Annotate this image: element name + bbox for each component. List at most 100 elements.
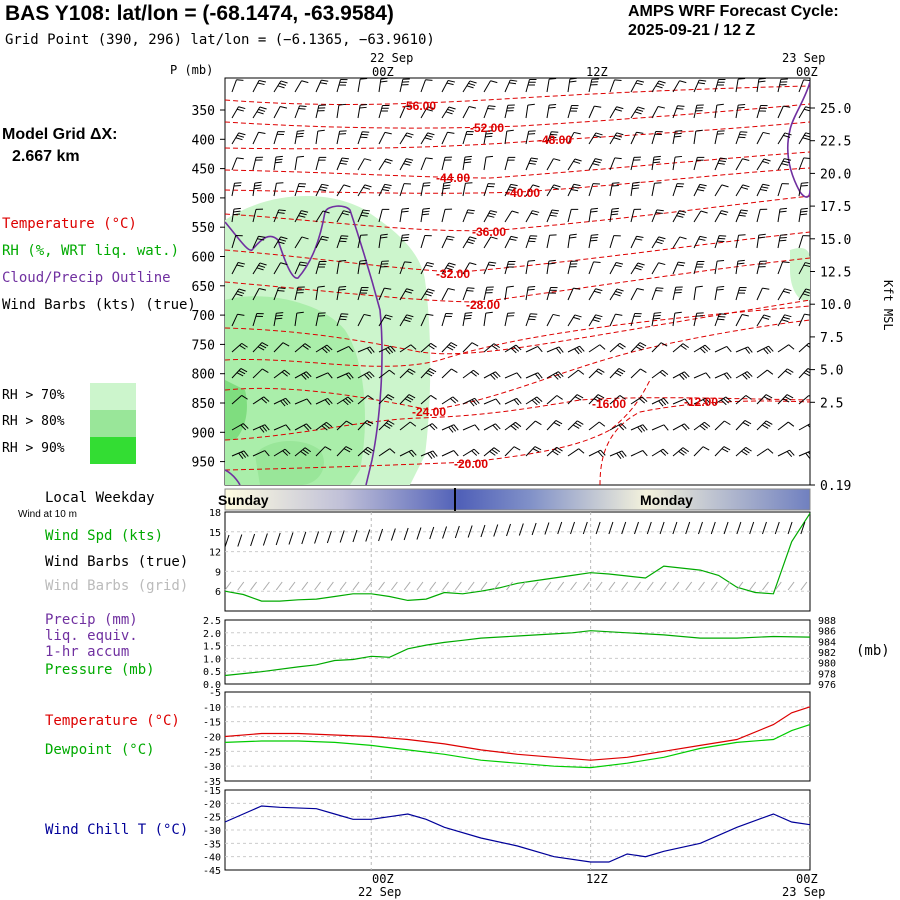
wind-barb-flag [323,423,330,429]
wind-barb-staff [609,395,621,405]
wind-barb-staff [693,397,706,405]
wind-barb-staff [420,450,434,457]
cross-section-axes: 350 400 450 500 550 600 650 700 750 800 850 900 950 2… [192,102,852,494]
surface-grid-barb [621,581,629,591]
wind-barb-staff [231,423,244,431]
surface-grid-barb [582,581,590,591]
wind-barb-flag [485,132,493,135]
wind-barb-flag [615,134,623,138]
surface-grid-barb [288,581,296,591]
y-tick-label: -10 [203,703,221,714]
isotherm-label-36: -36.00 [472,225,506,239]
wind-barb-flag [465,182,473,184]
wind-barb-staff [336,157,343,171]
wind-barb-flag [699,425,706,431]
wind-barb-flag [598,368,605,373]
wind-barb-staff [420,106,428,119]
pressure-tick-label: 450 [192,163,215,178]
wind-barb-flag [324,446,332,451]
surface-wind-barb [365,529,371,542]
wind-barb-flag [385,422,393,427]
wind-barb-staff [273,369,285,379]
wind-barb-flag [443,184,451,187]
y-tick-label: 0.5 [203,667,221,678]
pressure-line [224,630,811,677]
wind-barb-flag [765,394,773,399]
wind-barb-flag [264,424,270,431]
wind-barb-flag [327,398,333,405]
wind-barb-flag [516,372,522,379]
surface-grid-barb [672,581,680,591]
wind-barb-staff [420,157,427,171]
wind-barb-staff [630,236,637,249]
isotherm-label-40: -40.00 [506,186,540,200]
wind-barb-flag [510,347,517,354]
wind-barb-flag [491,449,498,454]
wind-barb-flag [510,79,518,82]
surface-wind-barb [710,521,716,535]
wind-barb-flag [784,288,792,292]
wind-barb-staff [357,184,366,197]
wind-barb-flag [537,372,543,379]
wind-barb-staff [525,420,536,431]
surface-grid-barb [390,581,398,591]
wind-barb-flag [240,424,247,431]
rh80-region [225,296,365,485]
wind-barb-flag [552,186,560,190]
wind-barb-staff [567,209,572,223]
height-tick-label: 5.0 [820,364,843,379]
wind-barb-staff [777,132,786,145]
wind-barb-flag [238,288,246,292]
wind-barb-staff [315,261,320,275]
wind-barb-staff [420,313,427,327]
wind-barb-staff [651,209,658,223]
wind-barb-flag [653,314,661,317]
wind-barb-staff [609,450,623,457]
wind-barb-staff [231,450,245,457]
wind-barb-staff [525,446,536,457]
legend-rh90-swatch [90,437,136,464]
wind-barb-staff [567,287,574,301]
wind-barb-flag [699,79,707,82]
wind-barb-flag [763,422,771,427]
wind-barb-staff [756,369,768,379]
wind-barb-staff [735,261,739,275]
wind-barb-staff [714,396,727,405]
surface-wind-barb [301,531,307,545]
wind-barb-staff [546,446,557,457]
wind-barb-staff [693,157,698,171]
wind-barb-flag [241,394,248,400]
surface-wind-barb [250,533,256,547]
wind-barb-flag [300,261,308,264]
wind-barb-staff [315,236,323,249]
wind-barb-staff [273,313,277,327]
wind-barb-flag [574,158,582,162]
wind-barb-staff [441,313,447,327]
y-tick-label: 6 [215,587,221,598]
wind-barb-staff [525,105,529,119]
wind-barb-staff [273,80,282,93]
y-tick-label: 18 [209,508,221,519]
wind-barb-staff [504,446,515,457]
wind-barb-flag [808,395,810,397]
wind-barb-staff [714,420,725,431]
y2-tick-label: 984 [818,637,836,648]
wind-barb-flag [527,288,535,291]
wind-barb-staff [399,314,408,327]
wind-barb-flag [552,374,559,380]
wind-barb-flag [509,82,517,85]
wind-barb-flag [758,236,766,239]
wind-barb-staff [672,261,679,275]
wind-barb-staff [609,262,617,275]
wind-barb-staff [735,209,742,223]
wind-barb-flag [430,395,437,400]
wind-speed-panel: 18 15 12 9 6 [209,508,811,612]
wind-barb-flag [597,394,605,399]
wind-barb-flag [619,395,626,400]
wind-barb-flag [704,421,711,428]
wind-barb-flag [807,368,810,371]
wind-barb-flag [741,313,749,317]
wind-barb-flag [595,314,603,318]
wind-barb-flag [639,398,646,404]
wind-barb-flag [802,137,810,141]
